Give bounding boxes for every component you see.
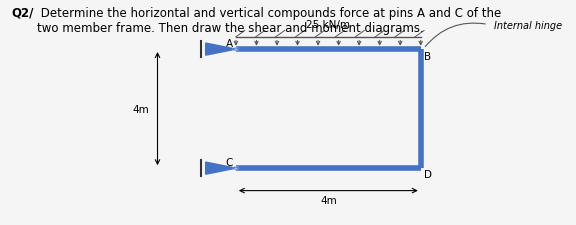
Text: 4m: 4m <box>320 195 337 205</box>
Circle shape <box>233 49 238 51</box>
Text: Internal hinge: Internal hinge <box>494 21 562 31</box>
Text: Q2/: Q2/ <box>12 7 34 20</box>
Text: B: B <box>423 52 431 62</box>
Circle shape <box>233 167 238 169</box>
Polygon shape <box>206 162 236 174</box>
Text: 4m: 4m <box>132 104 149 114</box>
Text: C: C <box>226 157 233 167</box>
Text: Determine the horizontal and vertical compounds force at pins A and C of the
two: Determine the horizontal and vertical co… <box>37 7 502 35</box>
Text: D: D <box>423 169 431 180</box>
Text: A: A <box>226 39 233 49</box>
Polygon shape <box>206 44 236 56</box>
Text: 25 kN/m: 25 kN/m <box>306 20 350 30</box>
